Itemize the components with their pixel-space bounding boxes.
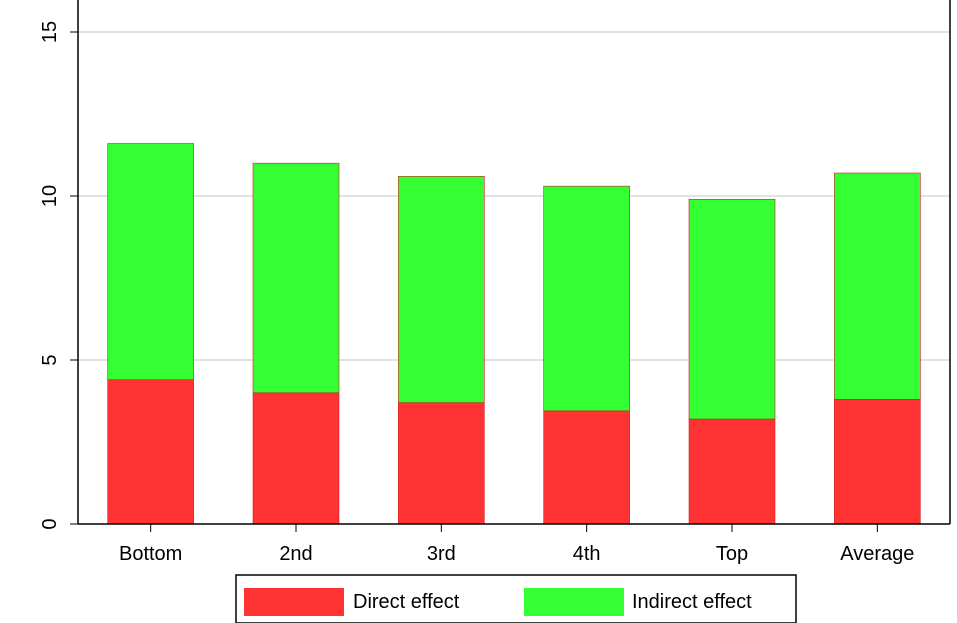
bars xyxy=(107,143,921,525)
bar-indirect-1 xyxy=(252,162,340,394)
bar-indirect-2 xyxy=(398,176,485,403)
axes xyxy=(77,0,951,525)
y-tick-label: 15 xyxy=(39,21,61,43)
x-tick-label: 4th xyxy=(573,543,601,565)
y-tick-label: 0 xyxy=(39,518,61,529)
x-tick-label: Average xyxy=(840,543,914,565)
legend-label-indirect: Indirect effect xyxy=(632,591,752,613)
bar-indirect-0 xyxy=(107,143,194,380)
y-tick-label: 5 xyxy=(39,354,61,365)
x-tick-label: 3rd xyxy=(427,543,456,565)
legend: Direct effect Indirect effect xyxy=(235,574,797,623)
legend-label-direct: Direct effect xyxy=(353,591,460,613)
bar-direct-3 xyxy=(543,410,630,525)
x-tick-label: 2nd xyxy=(279,543,312,565)
x-tick-label: Top xyxy=(716,543,748,565)
ticks: 0 5 10 15 Bottom 2nd 3rd 4th Top Average xyxy=(39,21,914,565)
bar-indirect-4 xyxy=(688,198,776,420)
bar-direct-1 xyxy=(252,392,340,525)
x-tick-label: Bottom xyxy=(119,543,182,565)
grid xyxy=(78,31,950,361)
legend-swatch-indirect xyxy=(524,588,624,616)
legend-swatch-direct xyxy=(244,588,344,616)
bar-direct-4 xyxy=(688,418,776,525)
bar-direct-0 xyxy=(107,379,194,525)
bar-direct-2 xyxy=(398,402,485,525)
bar-direct-5 xyxy=(834,399,921,525)
bar-indirect-5 xyxy=(834,172,921,400)
bar-indirect-3 xyxy=(543,185,630,412)
y-tick-label: 10 xyxy=(39,185,61,207)
